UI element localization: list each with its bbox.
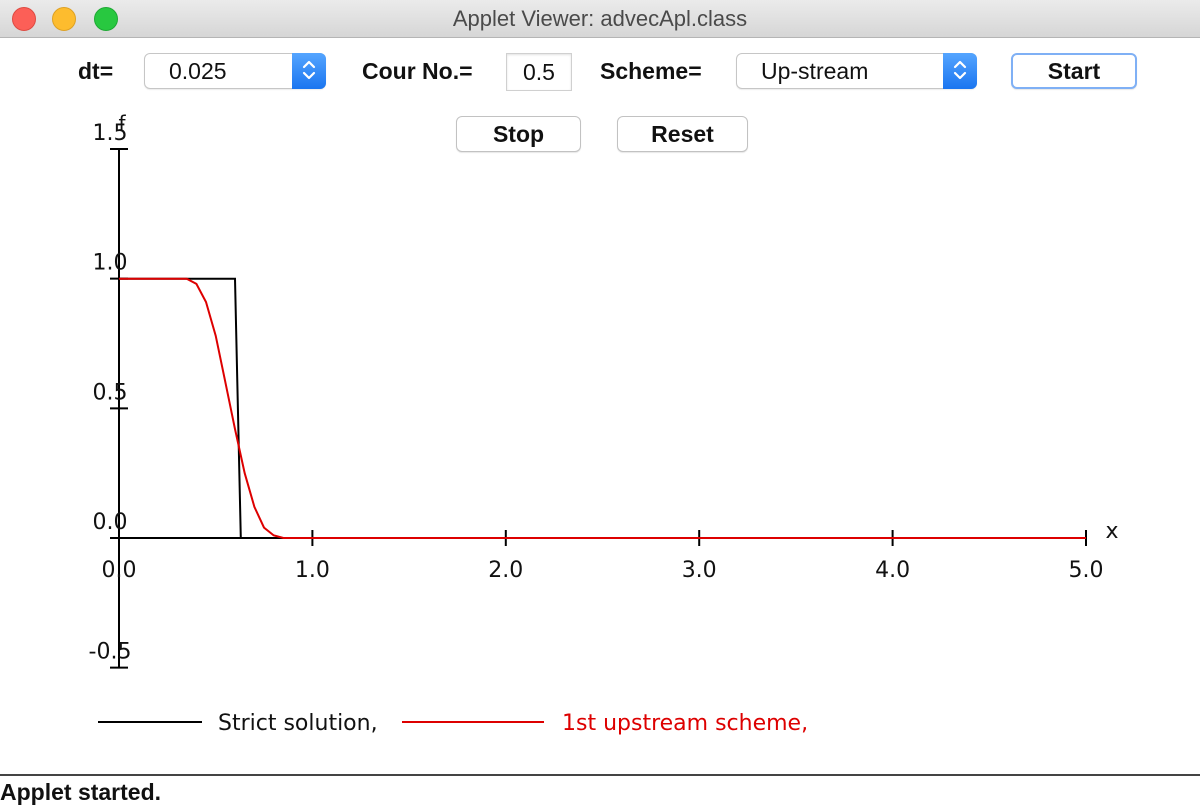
x-tick-label: 2.0: [488, 558, 523, 583]
y-tick-label: 0.5: [93, 380, 128, 405]
legend-label-upstream-scheme: 1st upstream scheme,: [562, 711, 808, 736]
y-tick-label: 1.0: [93, 251, 128, 276]
y-axis-label: f: [118, 111, 126, 135]
courant-field-wrapper: [506, 53, 572, 91]
series-line-upstream-scheme: [119, 277, 1086, 539]
x-axis-label: x: [1105, 519, 1118, 544]
series-line-strict-solution: [119, 277, 1086, 539]
x-tick-label: 1.0: [295, 558, 330, 583]
scheme-select[interactable]: Up-stream: [736, 53, 977, 89]
scheme-label: Scheme=: [600, 58, 702, 84]
scheme-select-value: Up-stream: [761, 58, 869, 84]
maximize-window-button[interactable]: [94, 7, 118, 31]
courant-input[interactable]: [507, 54, 571, 90]
courant-label: Cour No.=: [362, 58, 473, 84]
close-window-button[interactable]: [12, 7, 36, 31]
scheme-select-chevron-icon[interactable]: [943, 53, 977, 89]
status-text: Applet started.: [0, 779, 162, 805]
y-tick-label: 1.5: [93, 121, 128, 146]
y-tick-label: 0.0: [93, 510, 128, 535]
advection-plot: 0.0 1.0 2.0 3.0 4.0 5.0 1.5 1.0 0.5 0.0 -0.5 f x Stri…: [89, 111, 1119, 736]
status-bar: Applet started.: [0, 774, 1200, 805]
dt-label: dt=: [78, 58, 114, 84]
x-tick-label: 0.0: [102, 558, 137, 583]
window-titlebar: Applet Viewer: advecApl.class: [0, 0, 1200, 38]
x-tick-label: 5.0: [1069, 558, 1104, 583]
x-tick-label: 3.0: [682, 558, 717, 583]
x-tick-label: 4.0: [875, 558, 910, 583]
window-title: Applet Viewer: advecApl.class: [452, 6, 748, 31]
dt-select-value: 0.025: [169, 58, 227, 84]
stop-button[interactable]: Stop: [456, 116, 581, 152]
reset-button[interactable]: Reset: [617, 116, 748, 152]
dt-select[interactable]: 0.025: [144, 53, 326, 89]
start-button[interactable]: Start: [1011, 53, 1137, 89]
legend-label-strict-solution: Strict solution,: [218, 711, 378, 736]
dt-select-chevron-icon[interactable]: [292, 53, 326, 89]
y-tick-label: -0.5: [89, 640, 132, 665]
minimize-window-button[interactable]: [52, 7, 76, 31]
